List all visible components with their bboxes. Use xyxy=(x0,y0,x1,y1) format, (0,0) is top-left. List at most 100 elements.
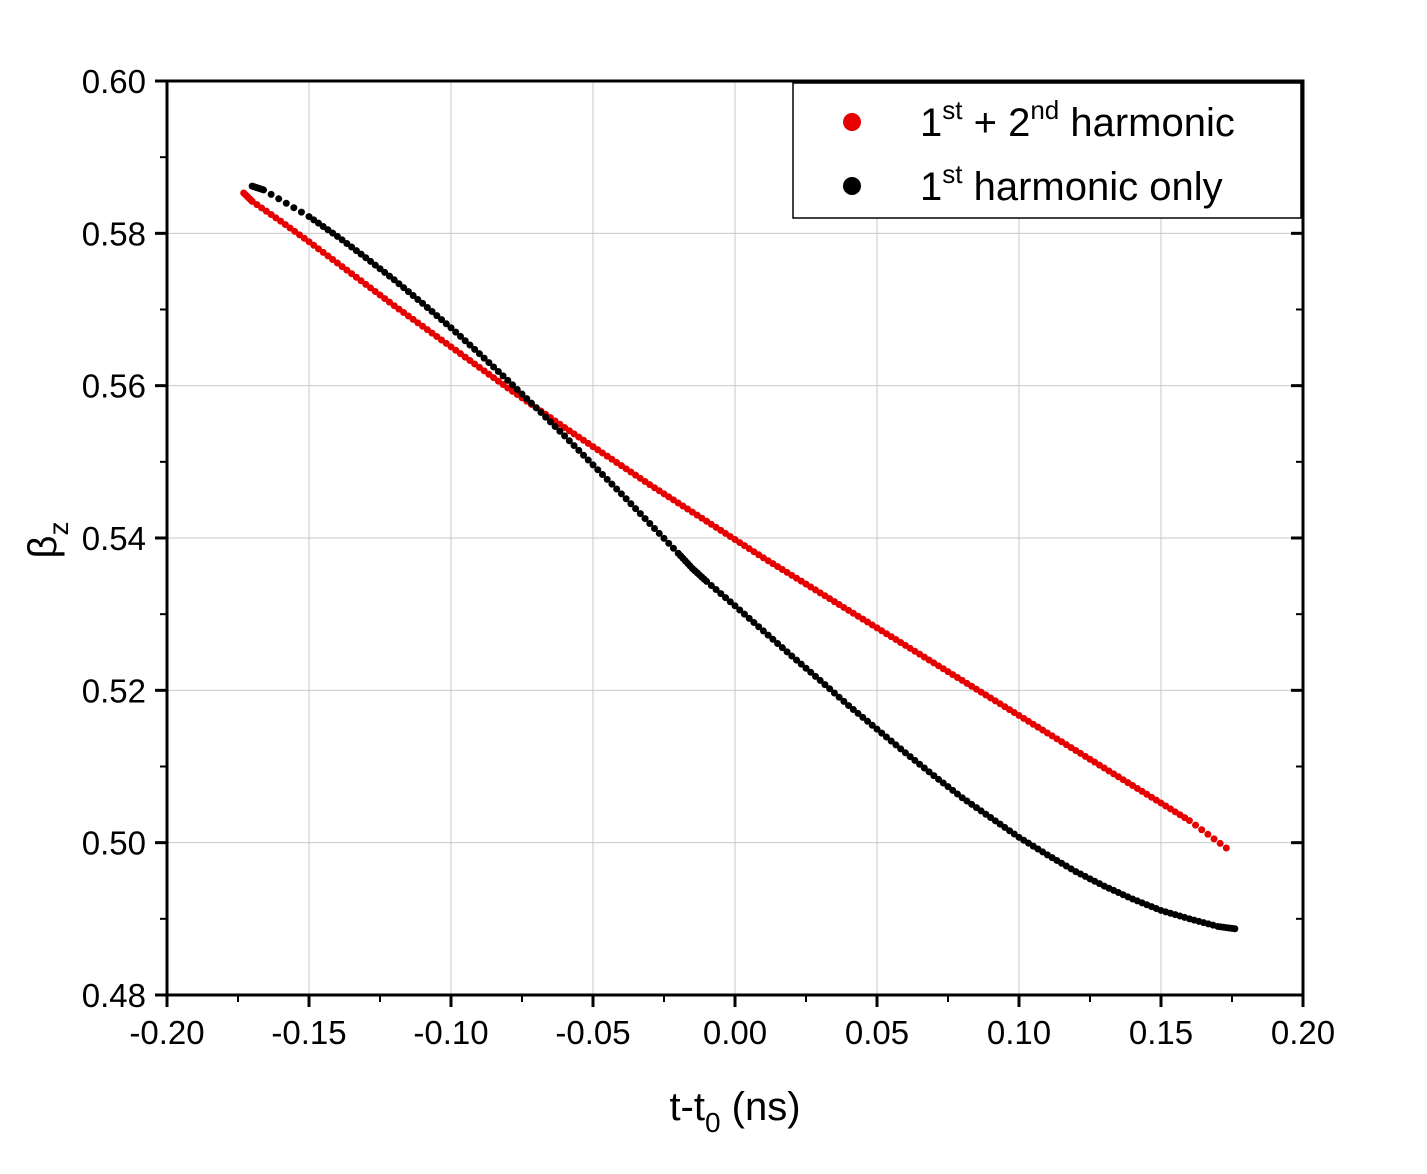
data-point xyxy=(646,520,654,528)
curve-dot xyxy=(290,204,298,212)
curve-dot xyxy=(546,418,554,426)
curve-dot xyxy=(953,790,961,798)
curve-dot xyxy=(461,337,469,345)
curve-dot xyxy=(925,768,933,776)
curve-dot xyxy=(764,631,772,639)
x-tick-label: -0.20 xyxy=(129,1014,204,1051)
curve-dot xyxy=(367,257,375,265)
curve-dot xyxy=(400,284,408,292)
curve-dot xyxy=(726,598,734,606)
y-tick-label: 0.52 xyxy=(82,672,146,709)
data-point xyxy=(561,432,569,440)
curve-dot xyxy=(551,423,559,431)
curve-dot xyxy=(570,442,578,450)
y-tick-label: 0.60 xyxy=(82,63,146,100)
data-point xyxy=(419,299,427,307)
curve-dot xyxy=(669,544,677,552)
legend-box xyxy=(792,82,1302,219)
y-tick-label: 0.56 xyxy=(82,368,146,405)
x-tick-label: 0.15 xyxy=(1129,1014,1193,1051)
curve-dot xyxy=(944,783,952,791)
data-point xyxy=(589,461,597,469)
y-axis-title: βz xyxy=(21,521,74,558)
curve-dot xyxy=(1210,835,1218,843)
legend-label-1st-2nd-harmonic: 1st + 2nd harmonic xyxy=(920,95,1235,145)
curve-dot xyxy=(632,505,640,513)
curve-dot xyxy=(911,756,919,764)
curve-dot xyxy=(769,635,777,643)
curve-dot xyxy=(1192,821,1200,829)
curve-dot xyxy=(466,341,474,349)
x-tick-label: 0.05 xyxy=(845,1014,909,1051)
curve-dot xyxy=(882,733,890,741)
curve-dot xyxy=(859,713,867,721)
curve-dot xyxy=(428,308,436,316)
x-tick-label: 0.00 xyxy=(703,1014,767,1051)
curve-dot xyxy=(641,515,649,523)
data-point xyxy=(845,702,853,710)
curve-dot xyxy=(523,395,531,403)
curve-dot xyxy=(707,581,715,589)
curve-dot xyxy=(385,272,393,280)
curve-dot xyxy=(868,721,876,729)
y-tick-label: 0.50 xyxy=(82,825,146,862)
x-tick-label: -0.10 xyxy=(413,1014,488,1051)
curve-dot xyxy=(371,261,379,269)
curve-dot xyxy=(537,408,545,416)
x-tick-label: -0.15 xyxy=(271,1014,346,1051)
curve-dot xyxy=(854,709,862,717)
curve-dot xyxy=(736,606,744,614)
curve-dot xyxy=(409,292,417,300)
curve-dot xyxy=(580,451,588,459)
x-tick-label: 0.10 xyxy=(987,1014,1051,1051)
curve-dot xyxy=(835,693,843,701)
y-tick-label: 0.48 xyxy=(82,977,146,1014)
data-point xyxy=(504,376,512,384)
curve-dot xyxy=(920,764,928,772)
data-point xyxy=(362,254,370,262)
curve-dot xyxy=(717,590,725,598)
curve-dot xyxy=(575,446,583,454)
data-point xyxy=(617,490,625,498)
curve-dot xyxy=(774,639,782,647)
curve-dot xyxy=(513,385,521,393)
curve-dot xyxy=(509,381,517,389)
curve-dot xyxy=(755,623,763,631)
data-point xyxy=(901,749,909,757)
curve-dot xyxy=(456,332,464,340)
data-point xyxy=(788,652,796,660)
curve-dot xyxy=(949,786,957,794)
curve-dot xyxy=(542,413,550,421)
curve-dot xyxy=(1198,826,1206,834)
curve-dot xyxy=(485,359,493,367)
data-point xyxy=(532,404,540,412)
series-black xyxy=(248,182,1239,933)
curve-dot xyxy=(267,190,275,198)
curve-dot xyxy=(750,619,758,627)
curve-dot xyxy=(603,475,611,483)
legend-marker-red xyxy=(843,113,861,131)
y-tick-label: 0.58 xyxy=(82,215,146,252)
curve-dot xyxy=(783,648,791,656)
data-point xyxy=(1185,817,1193,825)
data-point xyxy=(731,602,739,610)
curve-dot xyxy=(297,208,305,216)
data-point xyxy=(759,627,767,635)
curve-dot xyxy=(660,534,668,542)
curve-dot xyxy=(556,427,564,435)
curve-dot xyxy=(442,320,450,328)
curve-dot xyxy=(935,775,943,783)
curve-dot xyxy=(916,760,924,768)
legend-label-1st-harmonic-only: 1st harmonic only xyxy=(920,159,1223,209)
curve-dot xyxy=(840,697,848,705)
curve-dot xyxy=(745,614,753,622)
axis-ticks xyxy=(155,79,1305,1007)
data-point xyxy=(816,676,824,684)
curve-dot xyxy=(849,706,857,714)
curve-dot xyxy=(613,485,621,493)
data-point xyxy=(260,186,268,194)
curve-dot xyxy=(793,656,801,664)
curve-dot xyxy=(897,745,905,753)
curve-dot xyxy=(499,372,507,380)
curve-dot xyxy=(275,195,283,203)
